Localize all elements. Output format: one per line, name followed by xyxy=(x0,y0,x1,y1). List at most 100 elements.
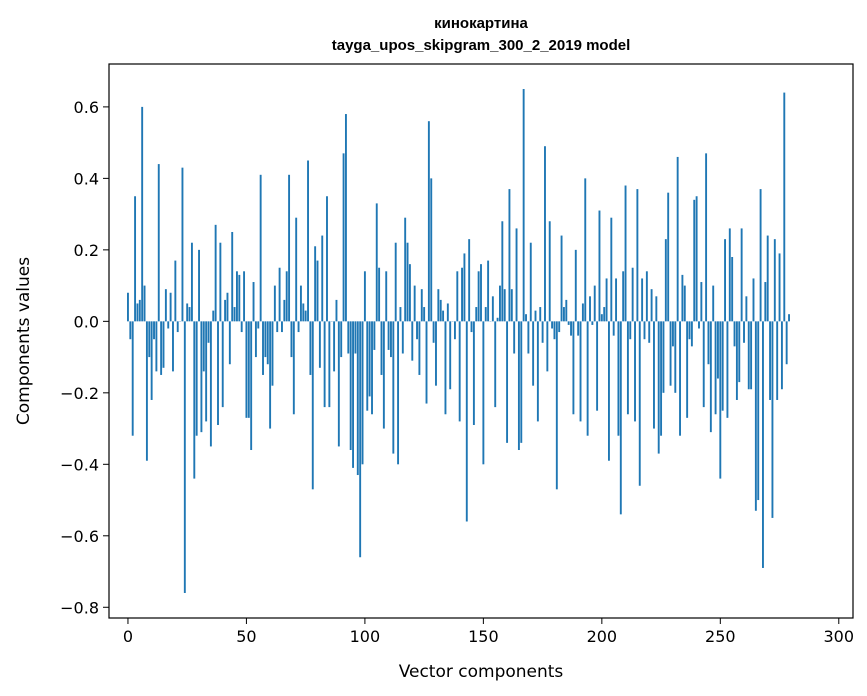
bar-component-204 xyxy=(610,217,613,322)
bar-component-172 xyxy=(534,310,537,322)
y-tick-label: 0.4 xyxy=(74,169,99,188)
bar-component-223 xyxy=(655,296,658,322)
bar-component-94 xyxy=(349,321,352,451)
bar-component-213 xyxy=(631,267,634,322)
bar-component-152 xyxy=(487,260,490,322)
bar-component-192 xyxy=(581,303,584,322)
bar-component-188 xyxy=(572,321,575,415)
bar-component-11 xyxy=(153,321,155,340)
bar-component-258 xyxy=(738,321,741,383)
bar-component-159 xyxy=(503,289,506,322)
chart-title: кинокартина xyxy=(434,15,528,32)
bar-component-277 xyxy=(783,92,786,322)
y-axis-label: Components values xyxy=(14,257,34,425)
bar-component-210 xyxy=(624,185,627,322)
bar-component-43 xyxy=(228,321,231,365)
bar-series xyxy=(127,89,790,593)
y-tick-label: −0.2 xyxy=(60,384,99,403)
bar-component-77 xyxy=(309,321,312,375)
bar-component-251 xyxy=(721,321,724,411)
bar-component-12 xyxy=(155,321,158,372)
bar-component-231 xyxy=(674,321,677,393)
bar-component-110 xyxy=(387,321,390,350)
bar-component-62 xyxy=(273,285,276,322)
bar-component-121 xyxy=(413,285,416,322)
bar-component-250 xyxy=(719,321,722,479)
bar-component-134 xyxy=(444,321,447,415)
bar-component-228 xyxy=(667,192,670,322)
bar-component-107 xyxy=(380,321,383,375)
bar-component-126 xyxy=(425,321,428,404)
bar-component-0 xyxy=(127,292,129,322)
bar-component-2 xyxy=(131,321,134,436)
bar-component-76 xyxy=(307,160,309,322)
bar-component-149 xyxy=(480,264,482,322)
bar-component-269 xyxy=(764,282,767,322)
bar-component-122 xyxy=(416,321,418,340)
bar-component-31 xyxy=(200,321,203,433)
bar-component-207 xyxy=(617,321,620,436)
bar-component-66 xyxy=(283,299,286,322)
bar-component-51 xyxy=(247,321,250,418)
bar-component-202 xyxy=(605,278,608,322)
bar-component-232 xyxy=(676,156,679,322)
bar-component-230 xyxy=(671,321,674,347)
bar-component-199 xyxy=(598,210,601,322)
bar-component-276 xyxy=(780,321,783,390)
bar-component-102 xyxy=(368,321,371,397)
bar-component-242 xyxy=(700,282,703,322)
bar-component-81 xyxy=(318,321,321,368)
bar-component-144 xyxy=(468,239,471,322)
bar-component-55 xyxy=(257,321,260,329)
bar-component-253 xyxy=(726,321,729,418)
bar-component-182 xyxy=(558,321,561,333)
bar-component-273 xyxy=(773,239,776,322)
bar-component-74 xyxy=(302,303,305,322)
bar-component-37 xyxy=(214,224,217,322)
x-tick-label: 200 xyxy=(587,627,618,646)
bar-component-80 xyxy=(316,260,319,322)
bar-component-243 xyxy=(702,321,705,408)
bar-component-240 xyxy=(695,196,698,322)
bar-component-184 xyxy=(562,307,565,322)
bar-component-178 xyxy=(548,221,551,322)
bar-component-129 xyxy=(432,321,435,343)
bar-component-218 xyxy=(643,321,646,340)
bar-component-9 xyxy=(148,321,151,358)
bar-component-133 xyxy=(442,310,445,322)
bar-component-15 xyxy=(162,321,165,368)
bar-component-26 xyxy=(188,307,191,322)
bar-component-29 xyxy=(195,321,198,436)
bar-component-5 xyxy=(138,299,141,322)
bar-component-127 xyxy=(427,121,430,322)
bar-component-4 xyxy=(136,303,139,322)
bar-component-99 xyxy=(361,321,364,465)
bar-component-36 xyxy=(212,310,215,322)
bar-component-181 xyxy=(555,321,558,490)
bar-component-73 xyxy=(299,285,302,322)
bar-component-50 xyxy=(245,321,248,418)
bar-component-169 xyxy=(527,321,530,354)
bar-component-238 xyxy=(690,321,693,347)
bar-component-131 xyxy=(437,289,440,322)
bar-component-260 xyxy=(743,321,745,343)
bar-component-58 xyxy=(264,321,267,358)
bar-component-141 xyxy=(461,267,463,322)
y-tick-label: −0.6 xyxy=(60,527,99,546)
bar-component-279 xyxy=(788,314,790,322)
bar-component-267 xyxy=(759,189,762,322)
bar-component-262 xyxy=(747,321,750,390)
bar-component-14 xyxy=(160,321,163,375)
bar-component-272 xyxy=(771,321,774,518)
bar-component-79 xyxy=(314,246,317,322)
bar-component-157 xyxy=(499,285,501,322)
bar-component-64 xyxy=(278,267,281,322)
bar-component-115 xyxy=(399,307,402,322)
bar-component-84 xyxy=(326,196,328,322)
bar-component-119 xyxy=(408,264,411,322)
bar-component-38 xyxy=(217,321,219,425)
bar-component-136 xyxy=(449,321,452,390)
bar-component-72 xyxy=(297,321,300,333)
bar-component-120 xyxy=(411,321,414,361)
bar-component-130 xyxy=(435,321,437,386)
